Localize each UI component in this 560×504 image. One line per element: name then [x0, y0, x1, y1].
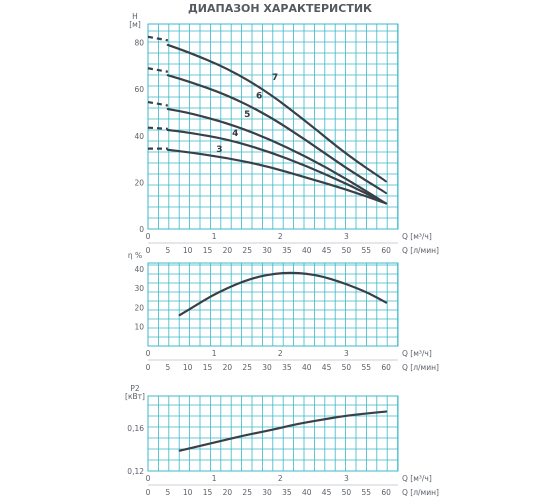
- curve-label-5: 5: [244, 110, 250, 120]
- x-tick-lmin: 35: [282, 246, 292, 255]
- x-tick-lmin: 30: [262, 488, 272, 497]
- series-line-5: [166, 107, 388, 205]
- x-tick-lmin: 10: [183, 246, 193, 255]
- y-tick-label: 20: [134, 303, 144, 312]
- x-tick-lmin: 5: [165, 488, 170, 497]
- x-tick-lmin: 20: [223, 246, 233, 255]
- x-tick-lmin: 55: [361, 246, 371, 255]
- plot-frame: [147, 395, 399, 472]
- y-tick-label: 30: [134, 284, 144, 293]
- x-tick-lmin: 45: [322, 488, 332, 497]
- x-tick-m3h: 1: [212, 349, 217, 358]
- y-tick-label: 0,16: [127, 424, 144, 433]
- x-tick-lmin: 25: [242, 488, 252, 497]
- x-tick-lmin: 40: [302, 363, 312, 372]
- x-tick-lmin: 20: [223, 363, 233, 372]
- x-tick-lmin: 60: [381, 363, 391, 372]
- x-tick-m3h: 0: [146, 474, 151, 483]
- x-axis-label-m3h: Q [м³/ч]: [402, 232, 432, 241]
- series-dashed-extension: [147, 126, 168, 130]
- x-tick-lmin: 10: [183, 363, 193, 372]
- x-tick-m3h: 0: [146, 232, 151, 241]
- x-tick-lmin: 35: [282, 363, 292, 372]
- series-line: [178, 271, 388, 317]
- plot-frame: [147, 262, 399, 347]
- x-tick-lmin: 45: [322, 246, 332, 255]
- y-tick-label: 80: [134, 39, 144, 48]
- y-axis-label: H: [132, 12, 138, 21]
- x-tick-m3h: 3: [344, 474, 349, 483]
- x-tick-lmin: 50: [342, 488, 352, 497]
- chart-title: ДИАПАЗОН ХАРАКТЕРИСТИК: [188, 2, 372, 15]
- x-tick-lmin: 15: [203, 246, 213, 255]
- y-axis-unit: [м]: [129, 20, 141, 29]
- curve-label-3: 3: [216, 145, 222, 155]
- x-tick-lmin: 60: [381, 246, 391, 255]
- x-tick-lmin: 20: [223, 488, 233, 497]
- x-axis-label-m3h: Q [м³/ч]: [402, 474, 432, 483]
- x-tick-m3h: 2: [278, 474, 283, 483]
- x-tick-m3h: 2: [278, 349, 283, 358]
- x-tick-m3h: 3: [344, 232, 349, 241]
- x-tick-lmin: 50: [342, 246, 352, 255]
- curve-label-4: 4: [232, 129, 238, 139]
- series-line-6: [166, 74, 388, 194]
- x-tick-lmin: 40: [302, 488, 312, 497]
- x-tick-lmin: 0: [146, 363, 151, 372]
- x-tick-lmin: 0: [146, 246, 151, 255]
- series-line: [178, 410, 388, 452]
- plot-frame: [147, 23, 399, 230]
- x-axis-label-lmin: Q [л/мин]: [402, 488, 439, 497]
- x-tick-m3h: 0: [146, 349, 151, 358]
- x-tick-lmin: 25: [242, 246, 252, 255]
- x-tick-lmin: 5: [165, 246, 170, 255]
- y-axis-label: η %: [128, 251, 142, 260]
- x-tick-m3h: 2: [278, 232, 283, 241]
- x-tick-m3h: 1: [212, 474, 217, 483]
- x-tick-lmin: 55: [361, 488, 371, 497]
- y-tick-label: 40: [134, 265, 144, 274]
- x-axis-label-m3h: Q [м³/ч]: [402, 349, 432, 358]
- x-tick-lmin: 25: [242, 363, 252, 372]
- y-axis-unit: [кВт]: [125, 392, 145, 401]
- curve-label-6: 6: [256, 92, 262, 102]
- x-tick-lmin: 30: [262, 363, 272, 372]
- series-line-4: [166, 128, 388, 205]
- y-tick-label: 40: [134, 132, 144, 141]
- y-tick-label: 20: [134, 178, 144, 187]
- x-tick-lmin: 60: [381, 488, 391, 497]
- x-axis-label-lmin: Q [л/мин]: [402, 246, 439, 255]
- series-dashed-extension: [147, 67, 169, 73]
- series-dashed-extension: [147, 35, 169, 42]
- x-tick-lmin: 40: [302, 246, 312, 255]
- y-tick-label: 0: [139, 225, 144, 234]
- x-tick-lmin: 35: [282, 488, 292, 497]
- x-tick-lmin: 10: [183, 488, 193, 497]
- y-tick-label: 0,12: [127, 467, 144, 476]
- y-tick-label: 10: [134, 323, 144, 332]
- x-tick-m3h: 1: [212, 232, 217, 241]
- x-axis-label-lmin: Q [л/мин]: [402, 363, 439, 372]
- x-tick-lmin: 55: [361, 363, 371, 372]
- series-line-3: [166, 148, 388, 205]
- x-tick-lmin: 30: [262, 246, 272, 255]
- x-tick-m3h: 3: [344, 349, 349, 358]
- series-dashed-extension: [147, 100, 169, 107]
- x-tick-lmin: 45: [322, 363, 332, 372]
- x-tick-lmin: 50: [342, 363, 352, 372]
- y-axis-label: P2: [130, 384, 140, 393]
- x-tick-lmin: 0: [146, 488, 151, 497]
- x-tick-lmin: 15: [203, 488, 213, 497]
- curve-label-7: 7: [272, 73, 278, 83]
- series-line-7: [166, 43, 388, 183]
- x-tick-lmin: 15: [203, 363, 213, 372]
- x-tick-lmin: 5: [165, 363, 170, 372]
- y-tick-label: 60: [134, 85, 144, 94]
